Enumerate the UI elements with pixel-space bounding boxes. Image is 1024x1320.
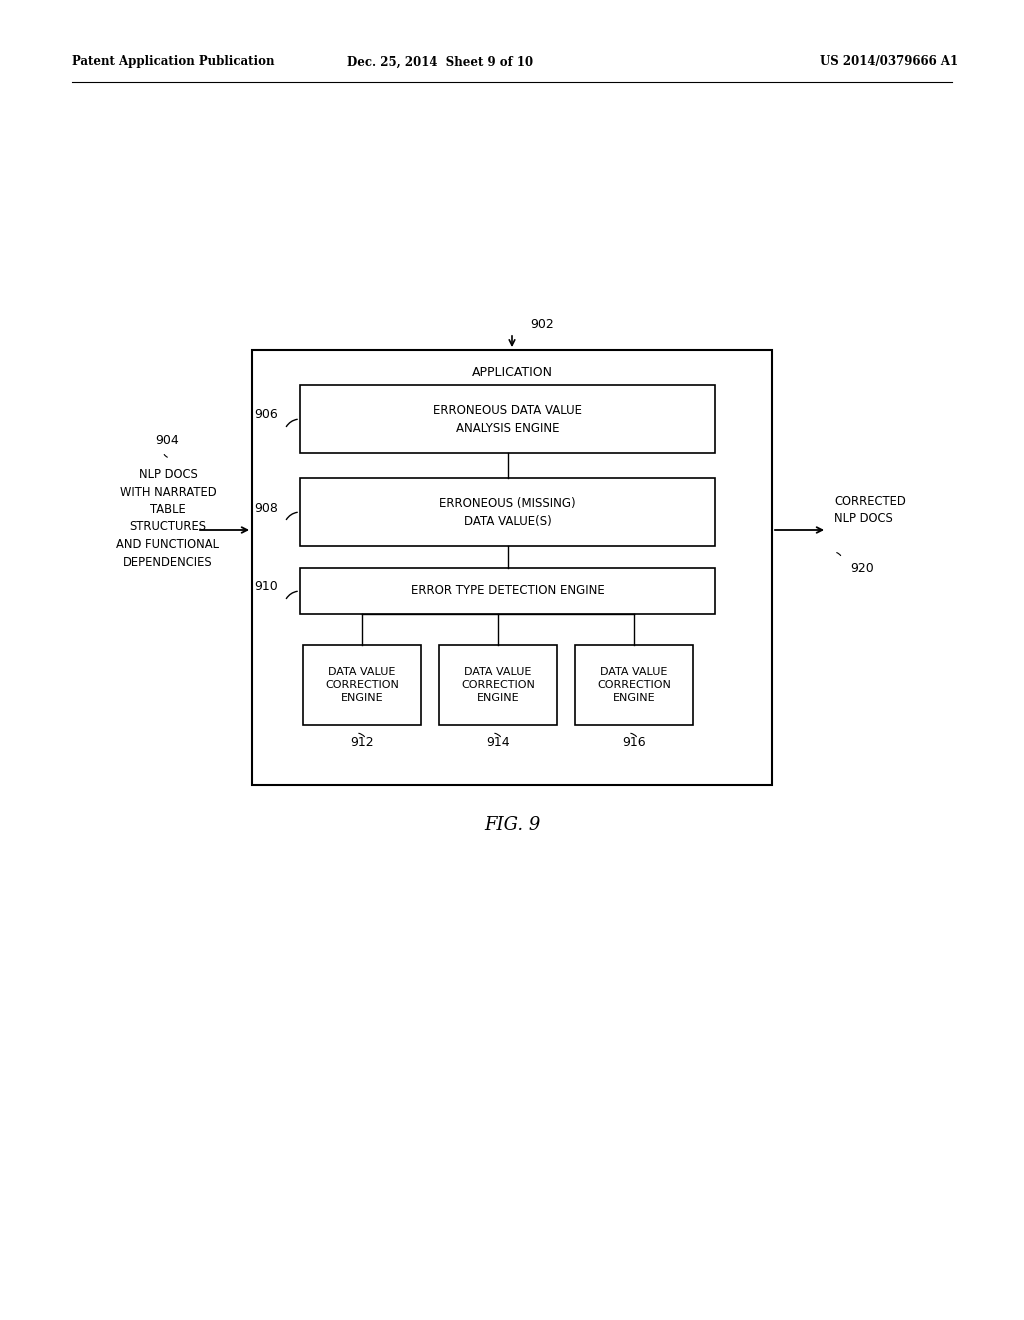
Bar (252, 350, 772, 785)
Bar (303, 645, 421, 725)
Text: DATA VALUE
CORRECTION
ENGINE: DATA VALUE CORRECTION ENGINE (461, 667, 535, 704)
Text: 904: 904 (155, 433, 179, 446)
Text: 912: 912 (350, 737, 374, 750)
Bar (575, 645, 693, 725)
Text: NLP DOCS
WITH NARRATED
TABLE
STRUCTURES
AND FUNCTIONAL
DEPENDENCIES: NLP DOCS WITH NARRATED TABLE STRUCTURES … (117, 469, 219, 569)
Text: 908: 908 (254, 502, 278, 515)
Text: 914: 914 (486, 737, 510, 750)
Text: 910: 910 (254, 581, 278, 594)
Text: 920: 920 (850, 561, 873, 574)
Text: 902: 902 (530, 318, 554, 331)
Text: Dec. 25, 2014  Sheet 9 of 10: Dec. 25, 2014 Sheet 9 of 10 (347, 55, 534, 69)
Bar (300, 385, 715, 453)
Text: ERROR TYPE DETECTION ENGINE: ERROR TYPE DETECTION ENGINE (411, 585, 604, 598)
Text: DATA VALUE
CORRECTION
ENGINE: DATA VALUE CORRECTION ENGINE (597, 667, 671, 704)
Text: Patent Application Publication: Patent Application Publication (72, 55, 274, 69)
Bar (439, 645, 557, 725)
Text: ERRONEOUS DATA VALUE
ANALYSIS ENGINE: ERRONEOUS DATA VALUE ANALYSIS ENGINE (433, 404, 582, 434)
Text: FIG. 9: FIG. 9 (483, 816, 541, 834)
Bar (300, 568, 715, 614)
Text: 906: 906 (254, 408, 278, 421)
Text: ERRONEOUS (MISSING)
DATA VALUE(S): ERRONEOUS (MISSING) DATA VALUE(S) (439, 496, 575, 528)
Text: CORRECTED
NLP DOCS: CORRECTED NLP DOCS (834, 495, 906, 525)
Bar (300, 478, 715, 546)
Text: US 2014/0379666 A1: US 2014/0379666 A1 (820, 55, 958, 69)
Text: DATA VALUE
CORRECTION
ENGINE: DATA VALUE CORRECTION ENGINE (325, 667, 399, 704)
Text: 916: 916 (623, 737, 646, 750)
Text: APPLICATION: APPLICATION (471, 366, 553, 379)
